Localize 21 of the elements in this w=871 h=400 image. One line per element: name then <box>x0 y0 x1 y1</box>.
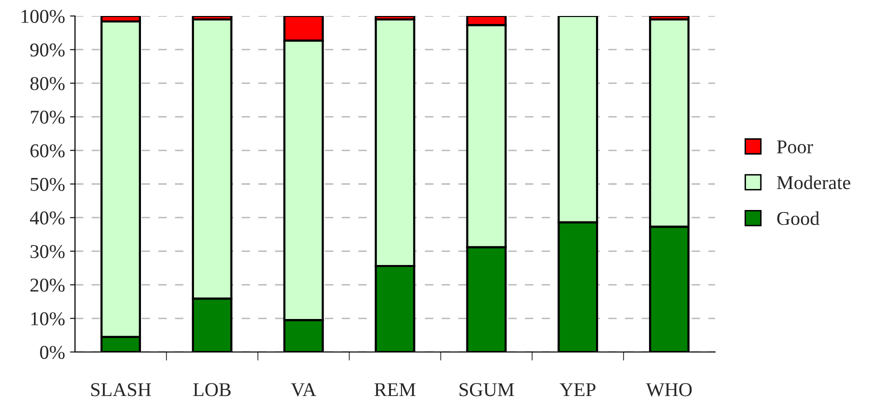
y-tick-label: 50% <box>30 178 65 191</box>
x-tick-label: SGUM <box>460 383 514 396</box>
y-tick-label: 70% <box>30 110 65 124</box>
x-tick-label: SLASH <box>91 383 151 396</box>
y-tick-label: 100% <box>22 10 65 23</box>
x-tick-label: REM <box>374 383 416 396</box>
x-tick-label: WHO <box>646 383 692 396</box>
x-tick-label: VA <box>291 383 316 396</box>
legend-label: Moderate <box>776 176 850 190</box>
y-tick-label: 80% <box>30 77 65 90</box>
y-tick-label: 90% <box>30 43 65 57</box>
y-tick-label: 10% <box>31 312 65 326</box>
y-tick-label: 0% <box>40 346 65 359</box>
legend-label: Poor <box>776 140 813 154</box>
y-tick-label: 30% <box>30 245 65 258</box>
legend-label: Good <box>777 211 820 226</box>
x-tick-label: LOB <box>193 383 231 396</box>
x-tick-label: YEP <box>560 383 596 396</box>
y-tick-label: 40% <box>30 211 65 225</box>
y-tick-label: 60% <box>30 144 65 158</box>
y-tick-label: 20% <box>30 278 65 292</box>
